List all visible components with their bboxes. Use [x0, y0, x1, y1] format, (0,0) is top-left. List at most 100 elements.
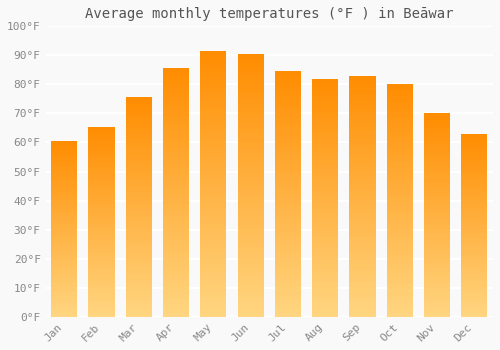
- Bar: [275, 135, 301, 138]
- Bar: [163, 131, 189, 133]
- Bar: [200, 309, 226, 312]
- Bar: [163, 289, 189, 292]
- Bar: [238, 219, 264, 222]
- Bar: [163, 91, 189, 93]
- Bar: [126, 216, 152, 218]
- Bar: [126, 310, 152, 313]
- Bar: [126, 209, 152, 211]
- Bar: [312, 181, 338, 183]
- Bar: [126, 240, 152, 242]
- Bar: [238, 309, 264, 312]
- Bar: [163, 150, 189, 153]
- Bar: [387, 121, 413, 124]
- Bar: [200, 216, 226, 218]
- Bar: [462, 266, 487, 267]
- Bar: [424, 156, 450, 158]
- Bar: [126, 205, 152, 207]
- Bar: [462, 180, 487, 181]
- Bar: [200, 118, 226, 120]
- Bar: [424, 158, 450, 160]
- Bar: [462, 196, 487, 198]
- Bar: [462, 198, 487, 199]
- Bar: [88, 159, 115, 161]
- Bar: [312, 284, 338, 286]
- Bar: [275, 304, 301, 307]
- Bar: [312, 167, 338, 169]
- Bar: [462, 249, 487, 251]
- Bar: [51, 268, 78, 270]
- Bar: [387, 219, 413, 222]
- Bar: [126, 258, 152, 260]
- Bar: [88, 126, 115, 128]
- Bar: [350, 242, 376, 244]
- Bar: [462, 251, 487, 253]
- Bar: [275, 74, 301, 76]
- Bar: [163, 163, 189, 165]
- Bar: [51, 145, 78, 146]
- Bar: [51, 248, 78, 250]
- Bar: [424, 266, 450, 268]
- Bar: [126, 126, 152, 128]
- Bar: [387, 182, 413, 184]
- Bar: [126, 236, 152, 238]
- Bar: [200, 112, 226, 115]
- Bar: [51, 166, 78, 167]
- Bar: [200, 189, 226, 192]
- Bar: [51, 229, 78, 231]
- Bar: [238, 267, 264, 270]
- Bar: [163, 282, 189, 285]
- Bar: [200, 149, 226, 152]
- Bar: [88, 281, 115, 282]
- Bar: [51, 243, 78, 245]
- Bar: [387, 140, 413, 142]
- Bar: [462, 190, 487, 192]
- Bar: [126, 286, 152, 288]
- Bar: [312, 238, 338, 240]
- Bar: [387, 101, 413, 103]
- Bar: [350, 232, 376, 235]
- Bar: [312, 305, 338, 307]
- Bar: [462, 309, 487, 311]
- Bar: [350, 264, 376, 266]
- Bar: [350, 88, 376, 90]
- Bar: [126, 260, 152, 262]
- Bar: [387, 145, 413, 147]
- Bar: [462, 244, 487, 245]
- Bar: [312, 310, 338, 312]
- Bar: [387, 138, 413, 140]
- Bar: [312, 236, 338, 238]
- Bar: [51, 206, 78, 208]
- Bar: [126, 207, 152, 209]
- Bar: [163, 297, 189, 299]
- Bar: [126, 159, 152, 161]
- Bar: [424, 140, 450, 142]
- Bar: [238, 99, 264, 101]
- Bar: [51, 162, 78, 164]
- Bar: [312, 198, 338, 200]
- Bar: [350, 305, 376, 307]
- Bar: [387, 263, 413, 266]
- Bar: [350, 165, 376, 167]
- Bar: [126, 273, 152, 275]
- Bar: [312, 91, 338, 93]
- Bar: [163, 307, 189, 309]
- Bar: [200, 237, 226, 240]
- Bar: [387, 296, 413, 298]
- Bar: [163, 294, 189, 297]
- Bar: [350, 153, 376, 155]
- Bar: [88, 303, 115, 306]
- Bar: [275, 221, 301, 224]
- Bar: [462, 154, 487, 156]
- Bar: [462, 185, 487, 187]
- Bar: [424, 311, 450, 313]
- Bar: [200, 51, 226, 54]
- Bar: [350, 124, 376, 126]
- Bar: [424, 160, 450, 162]
- Bar: [238, 225, 264, 228]
- Bar: [51, 203, 78, 204]
- Bar: [424, 290, 450, 292]
- Bar: [275, 86, 301, 89]
- Bar: [424, 134, 450, 136]
- Bar: [200, 54, 226, 56]
- Bar: [350, 83, 376, 85]
